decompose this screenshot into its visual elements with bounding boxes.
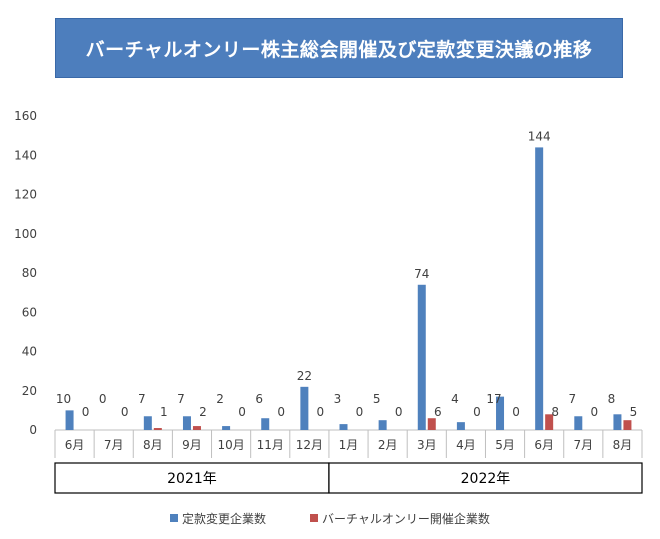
year-group-box xyxy=(328,462,643,494)
y-tick-label: 100 xyxy=(14,227,37,241)
y-tick-label: 160 xyxy=(14,109,37,123)
data-label: 6 xyxy=(255,392,263,406)
bar-7-series-0 xyxy=(339,424,348,430)
legend-label-0: 定款変更企業数 xyxy=(182,511,266,526)
data-label: 0 xyxy=(82,405,90,419)
x-tick-label: 8月 xyxy=(613,438,633,452)
bar-10-series-0 xyxy=(456,422,465,430)
x-tick-label: 4月 xyxy=(456,438,476,452)
data-label: 7 xyxy=(568,392,576,406)
legend-label-1: バーチャルオンリー開催企業数 xyxy=(322,511,490,526)
bar-12-series-1 xyxy=(545,414,554,430)
data-label: 3 xyxy=(334,392,342,406)
y-tick-label: 80 xyxy=(22,266,37,280)
bar-3-series-0 xyxy=(182,416,191,430)
bar-14-series-0 xyxy=(613,414,622,430)
y-tick-label: 140 xyxy=(14,148,37,162)
bar-0-series-0 xyxy=(65,410,74,430)
legend-swatch-1 xyxy=(310,514,318,522)
data-label: 0 xyxy=(473,405,481,419)
x-tick-label: 10月 xyxy=(217,438,244,452)
data-label: 22 xyxy=(297,369,312,383)
data-label: 7 xyxy=(177,392,185,406)
chart-title: バーチャルオンリー株主総会開催及び定款変更決議の推移 xyxy=(85,38,593,61)
data-label: 0 xyxy=(121,405,129,419)
data-label: 0 xyxy=(277,405,285,419)
x-tick-label: 1月 xyxy=(339,438,359,452)
y-tick-label: 0 xyxy=(29,423,37,437)
y-tick-label: 60 xyxy=(22,305,37,319)
bar-12-series-0 xyxy=(535,147,544,430)
bar-9-series-0 xyxy=(417,284,426,430)
data-label: 8 xyxy=(551,405,559,419)
data-label: 0 xyxy=(512,405,520,419)
bar-5-series-0 xyxy=(261,418,270,430)
data-label: 2 xyxy=(199,405,207,419)
bar-8-series-0 xyxy=(378,420,387,430)
bar-2-series-0 xyxy=(143,416,152,430)
data-label: 0 xyxy=(590,405,598,419)
data-label: 0 xyxy=(395,405,403,419)
data-label: 7 xyxy=(138,392,146,406)
x-tick-label: 8月 xyxy=(143,438,163,452)
data-label: 2 xyxy=(216,392,224,406)
x-tick-label: 3月 xyxy=(417,438,437,452)
bar-9-series-1 xyxy=(427,418,436,430)
data-label: 0 xyxy=(99,392,107,406)
data-label: 6 xyxy=(434,405,442,419)
x-tick-label: 5月 xyxy=(495,438,515,452)
x-tick-label: 2月 xyxy=(378,438,398,452)
data-label: 10 xyxy=(56,392,71,406)
data-label: 144 xyxy=(528,129,551,143)
year-group-label: 2021年 xyxy=(167,471,217,487)
y-tick-label: 120 xyxy=(14,188,37,202)
bar-6-series-0 xyxy=(300,386,309,430)
bar-3-series-1 xyxy=(192,426,201,430)
year-group-label: 2022年 xyxy=(461,471,511,487)
x-tick-label: 12月 xyxy=(296,438,323,452)
data-label: 0 xyxy=(238,405,246,419)
x-tick-label: 6月 xyxy=(65,438,85,452)
x-tick-label: 7月 xyxy=(104,438,124,452)
x-tick-label: 7月 xyxy=(573,438,593,452)
bar-14-series-1 xyxy=(623,420,632,430)
legend-swatch-0 xyxy=(170,514,178,522)
data-label: 1 xyxy=(160,405,168,419)
data-label: 5 xyxy=(630,405,638,419)
data-label: 0 xyxy=(317,405,325,419)
bar-11-series-0 xyxy=(496,396,505,430)
data-label: 74 xyxy=(414,267,429,281)
data-label: 4 xyxy=(451,392,459,406)
bar-13-series-0 xyxy=(574,416,583,430)
data-label: 17 xyxy=(486,392,501,406)
data-label: 5 xyxy=(373,392,381,406)
x-tick-label: 6月 xyxy=(534,438,554,452)
y-tick-label: 20 xyxy=(22,384,37,398)
x-tick-label: 9月 xyxy=(182,438,202,452)
chart-title-box: バーチャルオンリー株主総会開催及び定款変更決議の推移 xyxy=(55,18,623,78)
x-tick-label: 11月 xyxy=(257,438,284,452)
y-tick-label: 40 xyxy=(22,345,37,359)
bar-2-series-1 xyxy=(153,428,162,430)
data-label: 8 xyxy=(608,392,616,406)
data-label: 0 xyxy=(356,405,364,419)
bar-4-series-0 xyxy=(222,426,231,430)
